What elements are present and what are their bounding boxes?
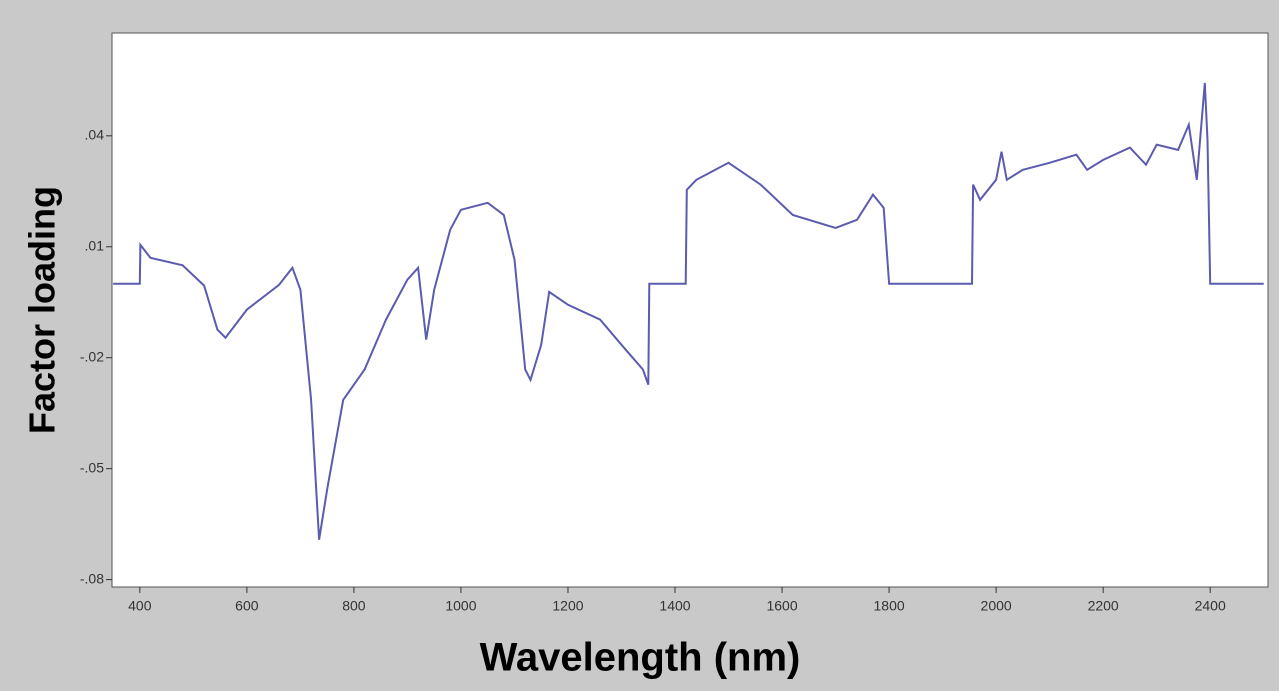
x-tick-label: 2000	[981, 598, 1012, 614]
x-tick-label: 400	[128, 598, 152, 614]
y-axis-title: Factor loading	[22, 186, 63, 434]
y-tick-label: .01	[85, 237, 105, 253]
data-line	[113, 82, 1264, 540]
plot-area	[111, 32, 1269, 588]
x-tick-label: 2400	[1195, 598, 1226, 614]
x-tick-label: 800	[342, 598, 366, 614]
x-tick-label: 1000	[445, 598, 476, 614]
x-tick-label: 1200	[552, 598, 583, 614]
x-tick-label: 1600	[766, 598, 797, 614]
x-tick-label: 1800	[874, 598, 905, 614]
y-tick-label: -.02	[80, 348, 104, 364]
y-tick-label: .04	[85, 127, 105, 143]
x-axis-title: Wavelength (nm)	[480, 636, 801, 680]
x-tick-label: 1400	[659, 598, 690, 614]
x-tick-label: 2200	[1088, 598, 1119, 614]
y-tick-label: -.08	[80, 570, 104, 586]
x-tick-label: 600	[235, 598, 259, 614]
y-tick-label: -.05	[80, 459, 104, 475]
